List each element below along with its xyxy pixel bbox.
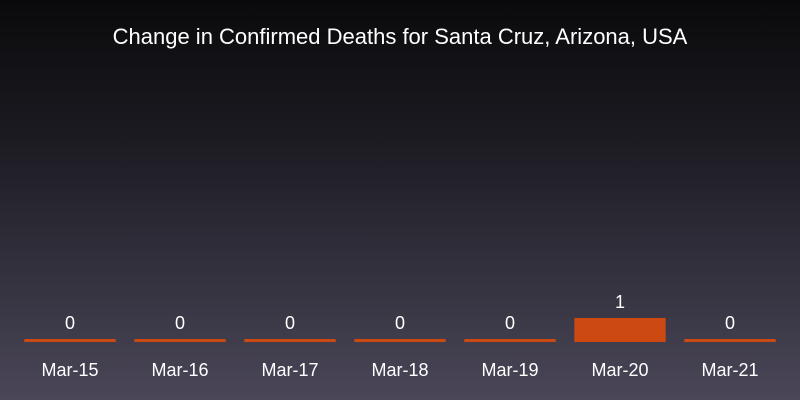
bar-mar-21 [684,339,776,342]
value-label-mar-18: 0 [395,313,405,333]
bar-mar-18 [354,339,446,342]
value-label-mar-21: 0 [725,313,735,333]
chart-title: Change in Confirmed Deaths for Santa Cru… [113,24,688,49]
bar-mar-20 [574,318,666,342]
x-tick-labels-group: Mar-15 Mar-16 Mar-17 Mar-18 Mar-19 Mar-20 Mar-… [41,360,758,380]
x-tick-label-mar-16: Mar-16 [151,360,208,380]
value-label-mar-17: 0 [285,313,295,333]
x-tick-label-mar-20: Mar-20 [591,360,648,380]
value-label-mar-19: 0 [505,313,515,333]
x-tick-label-mar-15: Mar-15 [41,360,98,380]
value-label-mar-16: 0 [175,313,185,333]
x-tick-label-mar-21: Mar-21 [701,360,758,380]
value-label-mar-20: 1 [615,292,625,312]
bar-mar-17 [244,339,336,342]
x-tick-label-mar-17: Mar-17 [261,360,318,380]
bar-mar-16 [134,339,226,342]
bar-mar-19 [464,339,556,342]
x-tick-label-mar-19: Mar-19 [481,360,538,380]
bar-mar-15 [24,339,116,342]
value-labels-group: 0 0 0 0 0 1 0 [65,292,735,333]
bars-group [24,318,776,342]
value-label-mar-15: 0 [65,313,75,333]
x-tick-label-mar-18: Mar-18 [371,360,428,380]
